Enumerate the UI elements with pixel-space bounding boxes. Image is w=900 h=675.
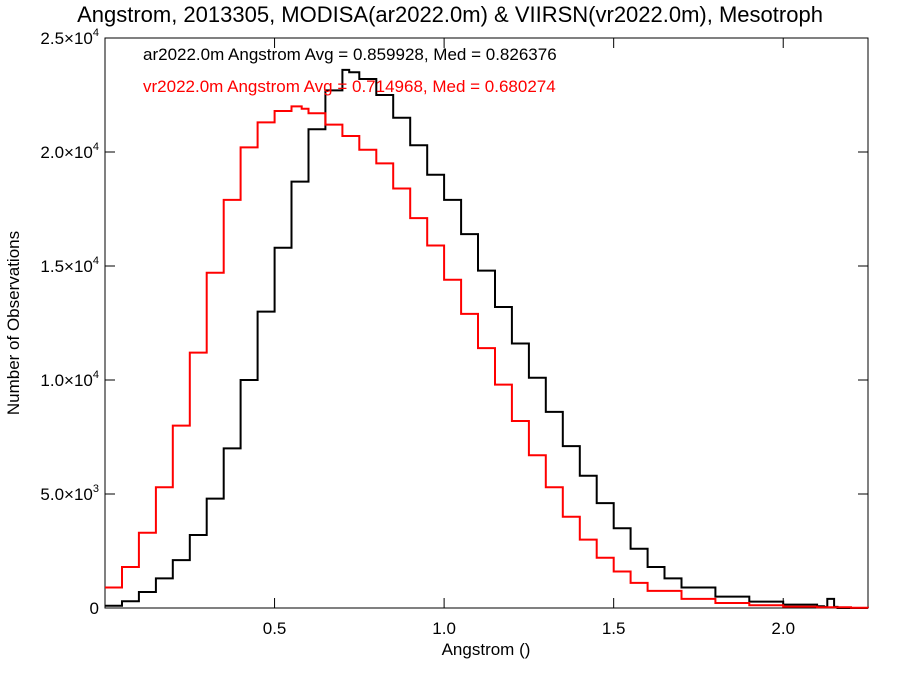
- legend-entry-vr2022: vr2022.0m Angstrom Avg = 0.714968, Med =…: [143, 77, 556, 96]
- y-tick-label: 0: [90, 599, 99, 618]
- y-tick-label: 2.0×104: [40, 141, 99, 162]
- y-tick-label: 1.0×104: [40, 369, 99, 390]
- x-tick-label: 2.0: [771, 619, 795, 638]
- x-axis-label: Angstrom (): [442, 640, 531, 659]
- y-axis-label: Number of Observations: [4, 231, 23, 415]
- series-line-0: [105, 68, 868, 609]
- y-tick-label: 5.0×103: [40, 483, 99, 504]
- series-line-1: [105, 105, 869, 609]
- legend-entry-ar2022: ar2022.0m Angstrom Avg = 0.859928, Med =…: [143, 45, 557, 64]
- plot-frame: [104, 37, 869, 609]
- x-tick-label: 0.5: [263, 619, 287, 638]
- series-lines: [105, 68, 869, 609]
- x-tick-label: 1.0: [432, 619, 456, 638]
- y-tick-label: 1.5×104: [40, 255, 99, 276]
- chart-title: Angstrom, 2013305, MODISA(ar2022.0m) & V…: [77, 2, 823, 27]
- y-axis-ticks: 0 5.0×103 1.0×104 1.5×104 2.0×104 2.5×104: [40, 27, 868, 618]
- y-tick-label: 2.5×104: [40, 27, 99, 48]
- x-tick-label: 1.5: [602, 619, 626, 638]
